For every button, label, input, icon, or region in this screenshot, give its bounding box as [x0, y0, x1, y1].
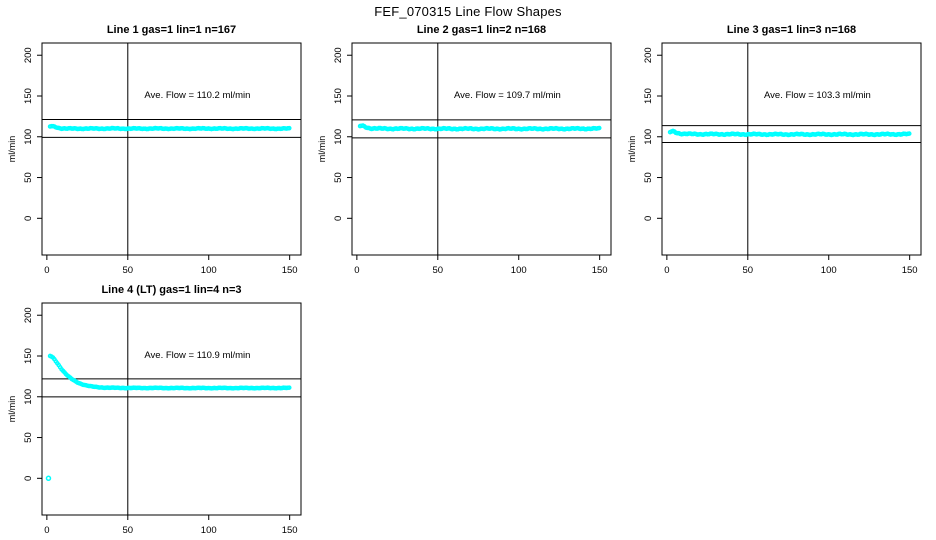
- y-axis: 0 50 100 150 200: [23, 307, 42, 481]
- reference-lines: [352, 43, 611, 255]
- data-points: [45, 353, 292, 482]
- subplot-title: Line 2 gas=1 lin=2 n=168: [417, 24, 546, 36]
- y-tick-label: 50: [23, 172, 34, 183]
- chart-svg-4: 0 50 100 150 0 50 100 150 200 ml/min Line 4 (LT) g…: [7, 284, 302, 536]
- y-axis-title: ml/min: [627, 136, 637, 163]
- panel-line-4-lt: 0 50 100 150 0 50 100 150 200 ml/min Line 4 (LT) g…: [0, 260, 316, 540]
- x-tick-label: 0: [664, 265, 669, 276]
- y-axis: 0 50 100 150 200: [333, 47, 352, 221]
- ave-flow-annotation: Ave. Flow = 110.2 ml/min: [144, 90, 250, 101]
- x-tick-label: 150: [282, 525, 298, 536]
- chart-svg-2: 0 50 100 150 0 50 100 150 200 ml/min Line 2 gas=1 …: [317, 24, 612, 276]
- y-tick-label: 150: [23, 348, 34, 364]
- data-points: [357, 123, 602, 132]
- figure-title: FEF_070315 Line Flow Shapes: [374, 4, 562, 19]
- x-tick-label: 50: [433, 265, 444, 276]
- y-tick-label: 0: [23, 216, 34, 221]
- panel-line-1: 0 50 100 150 0 50 100 150 200 ml/min Line 1 gas=1 …: [0, 0, 316, 280]
- plot-box: [661, 42, 922, 256]
- ave-flow-annotation: Ave. Flow = 109.7 ml/min: [454, 90, 561, 101]
- plot-box: [41, 302, 302, 516]
- y-axis-title: ml/min: [317, 136, 327, 163]
- x-tick-label: 0: [44, 265, 49, 276]
- y-tick-label: 50: [23, 432, 34, 443]
- x-tick-label: 100: [201, 525, 217, 536]
- y-tick-label: 100: [23, 129, 34, 145]
- y-tick-label: 50: [333, 172, 344, 183]
- x-axis: 0 50 100 150: [664, 255, 918, 276]
- x-tick-label: 100: [511, 265, 527, 276]
- ave-flow-annotation: Ave. Flow = 110.9 ml/min: [144, 350, 250, 361]
- x-tick-label: 150: [592, 265, 608, 276]
- y-tick-label: 100: [333, 129, 344, 145]
- x-axis: 0 50 100 150: [354, 255, 608, 276]
- y-tick-label: 150: [23, 88, 34, 104]
- ave-flow-annotation: Ave. Flow = 103.3 ml/min: [764, 90, 871, 101]
- y-tick-label: 200: [333, 47, 344, 63]
- x-tick-label: 0: [44, 525, 49, 536]
- y-tick-label: 0: [333, 216, 344, 221]
- panel-line-3: 0 50 100 150 0 50 100 150 200 ml/min Line 3 gas=1 …: [620, 0, 936, 280]
- x-tick-label: 0: [354, 265, 359, 276]
- x-tick-label: 150: [282, 265, 298, 276]
- y-tick-label: 0: [23, 476, 34, 481]
- panel-line-2: 0 50 100 150 0 50 100 150 200 ml/min Line 2 gas=1 …: [310, 0, 626, 280]
- subplot-title: Line 1 gas=1 lin=1 n=167: [107, 24, 236, 36]
- reference-lines: [662, 43, 921, 255]
- x-tick-label: 50: [123, 525, 134, 536]
- plot-box: [41, 42, 302, 256]
- plot-box: [351, 42, 612, 256]
- y-tick-label: 150: [333, 88, 344, 104]
- subplot-title: Line 3 gas=1 lin=3 n=168: [727, 24, 856, 36]
- reference-lines: [42, 43, 301, 255]
- y-axis: 0 50 100 150 200: [643, 47, 662, 221]
- x-tick-label: 100: [821, 265, 837, 276]
- x-tick-label: 100: [201, 265, 217, 276]
- x-axis: 0 50 100 150: [44, 255, 298, 276]
- x-tick-label: 50: [743, 265, 754, 276]
- y-axis-title: ml/min: [7, 396, 17, 423]
- subplot-title: Line 4 (LT) gas=1 lin=4 n=3: [101, 284, 241, 296]
- x-tick-label: 150: [902, 265, 918, 276]
- y-tick-label: 200: [643, 47, 654, 63]
- x-tick-label: 50: [123, 265, 134, 276]
- x-axis: 0 50 100 150: [44, 515, 298, 536]
- reference-lines: [42, 303, 301, 515]
- y-tick-label: 150: [643, 88, 654, 104]
- data-points: [47, 123, 292, 132]
- y-tick-label: 100: [643, 129, 654, 145]
- y-tick-label: 200: [23, 307, 34, 323]
- data-points: [667, 128, 912, 138]
- y-tick-label: 100: [23, 389, 34, 405]
- chart-svg-1: 0 50 100 150 0 50 100 150 200 ml/min Line 1 gas=1 …: [7, 24, 302, 276]
- y-tick-label: 200: [23, 47, 34, 63]
- y-tick-label: 0: [643, 216, 654, 221]
- y-tick-label: 50: [643, 172, 654, 183]
- y-axis-title: ml/min: [7, 136, 17, 163]
- y-axis: 0 50 100 150 200: [23, 47, 42, 221]
- outlier-point: [45, 475, 52, 482]
- chart-svg-3: 0 50 100 150 0 50 100 150 200 ml/min Line 3 gas=1 …: [627, 24, 922, 276]
